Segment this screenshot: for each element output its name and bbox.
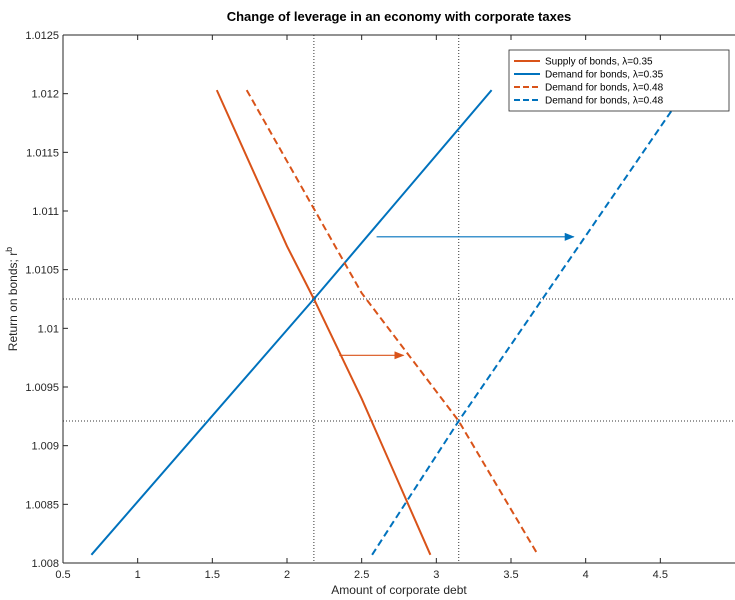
x-tick-label: 0.5: [55, 569, 70, 581]
y-tick-label: 1.008: [31, 558, 59, 570]
y-tick-label: 1.012: [31, 89, 59, 101]
legend: Supply of bonds, λ=0.35 Demand for bonds,…: [508, 49, 730, 112]
x-tick-label: 2.5: [354, 569, 369, 581]
series-lines: [90, 89, 687, 556]
y-tick-label: 1.01: [38, 323, 59, 335]
y-tick-label: 1.009: [31, 441, 59, 453]
legend-box: [508, 49, 730, 112]
y-axis-label-superscript: b: [4, 247, 14, 252]
legend-label-2: Demand for bonds, λ=0.48: [545, 83, 664, 94]
x-tick-label: 4: [583, 569, 589, 581]
x-axis-ticks: 0.5 1 1.5 2 2.5 3 3.5 4 4.5: [55, 35, 668, 581]
x-axis-label: Amount of corporate debt: [331, 583, 467, 597]
y-axis-label: Return on bonds; rb: [4, 247, 20, 351]
legend-label-1: Demand for bonds, λ=0.35: [545, 70, 664, 81]
x-tick-label: 3.5: [503, 569, 518, 581]
y-tick-label: 1.0105: [25, 265, 59, 277]
x-tick-label: 2: [284, 569, 290, 581]
annotations: [339, 232, 575, 360]
series-line-2: [245, 89, 539, 556]
axes-frame: [62, 34, 735, 564]
x-tick-label: 1: [135, 569, 141, 581]
y-tick-label: 1.0125: [25, 30, 59, 42]
legend-label-0: Supply of bonds, λ=0.35: [545, 57, 653, 68]
x-tick-label: 3: [433, 569, 439, 581]
y-tick-label: 1.0085: [25, 499, 59, 511]
legend-label-3: Demand for bonds, λ=0.48: [545, 96, 664, 107]
series-line-1: [90, 89, 493, 556]
series-line-3: [371, 89, 687, 556]
chart-title: Change of leverage in an economy with co…: [227, 9, 572, 24]
y-axis-label-main: Return on bonds; r: [6, 252, 20, 351]
y-axis-ticks: 1.008 1.0085 1.009 1.0095 1.01 1.0105 1.011 1.0…: [25, 30, 68, 570]
y-tick-label: 1.0115: [26, 147, 59, 159]
x-tick-label: 4.5: [653, 569, 668, 581]
y-tick-label: 1.0095: [25, 382, 59, 394]
y-tick-label: 1.011: [32, 206, 59, 218]
x-tick-label: 1.5: [205, 569, 220, 581]
